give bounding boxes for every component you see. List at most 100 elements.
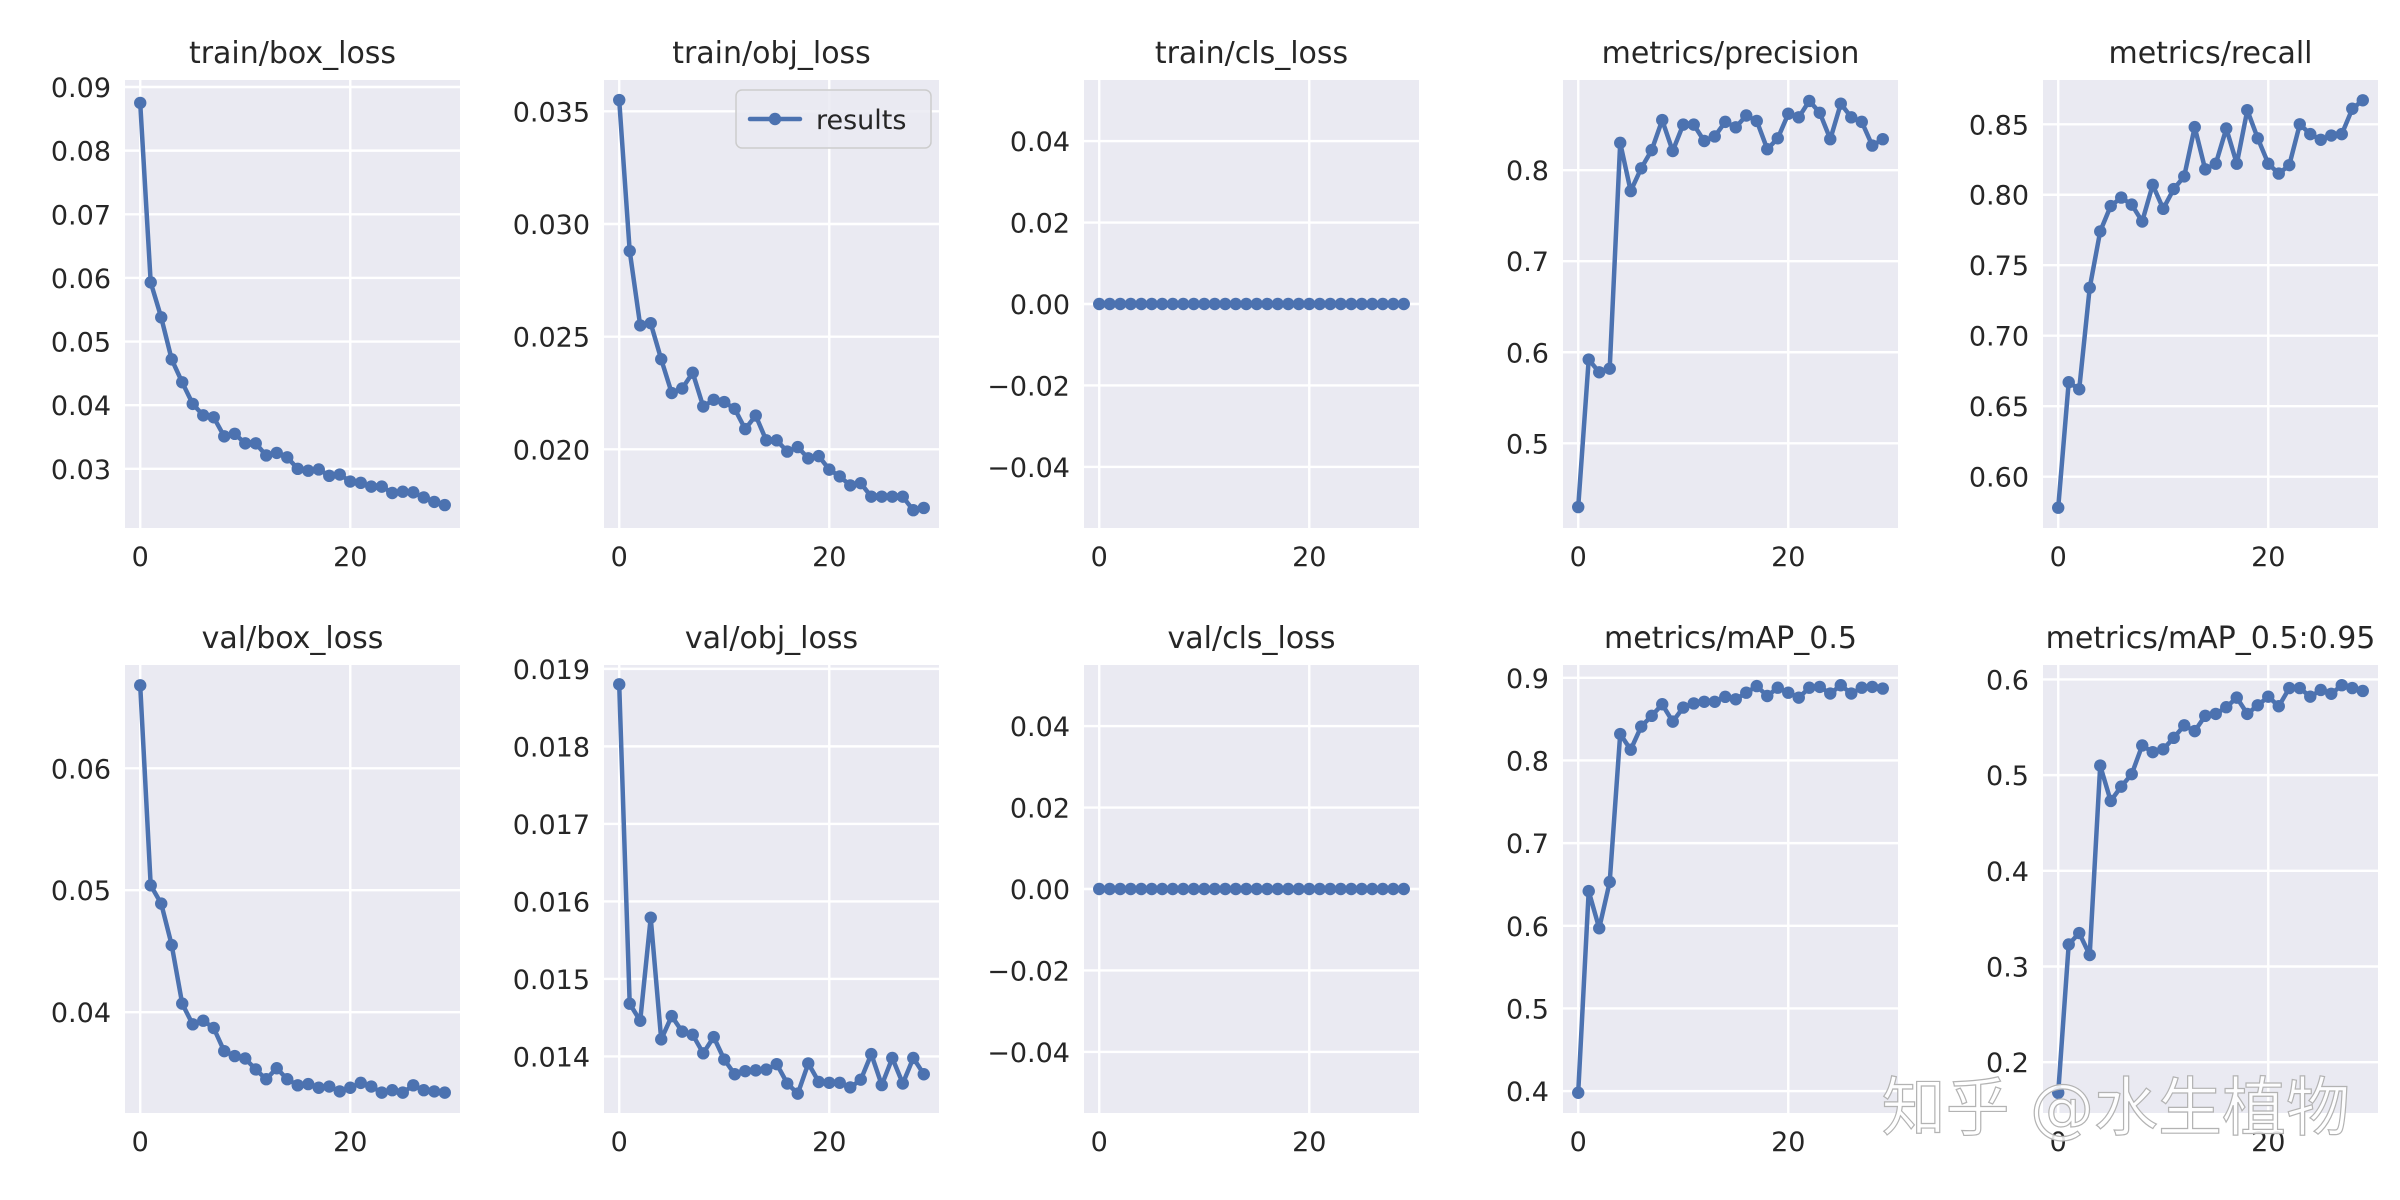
x-tick-label: 0: [1570, 1127, 1587, 1158]
subplot-metrics-map-0-5: 0 20 0.4 0.5 0.6 0.7 0.8 0.9 metrics/mAP_0.5: [1506, 621, 1898, 1158]
x-tick-label: 0: [132, 1127, 149, 1158]
data-point: [186, 1018, 199, 1031]
y-tick-label: −0.02: [987, 371, 1070, 402]
data-point: [812, 1075, 825, 1089]
data-point: [2178, 719, 2191, 732]
legend: results: [735, 89, 932, 149]
data-point: [1177, 297, 1190, 311]
data-point: [2314, 133, 2327, 146]
subplot-metrics-precision: 0 20 0.5 0.6 0.7 0.8 metrics/precision: [1506, 36, 1898, 573]
data-point: [760, 434, 773, 447]
data-point: [1771, 132, 1784, 145]
y-tick-label: −0.02: [987, 956, 1070, 987]
data-point: [1387, 882, 1400, 896]
data-point: [739, 1064, 752, 1078]
data-point: [833, 1076, 846, 1089]
data-point: [2083, 948, 2096, 962]
data-point: [613, 93, 626, 107]
data-point: [365, 480, 378, 493]
data-point: [1355, 882, 1368, 896]
data-point: [2167, 731, 2180, 745]
data-point: [1834, 679, 1847, 692]
subplot-title: val/cls_loss: [1168, 621, 1336, 656]
data-point: [2325, 129, 2338, 142]
data-point: [375, 480, 388, 493]
data-point: [1656, 698, 1669, 711]
data-point: [438, 1086, 451, 1099]
data-point: [312, 1081, 325, 1094]
data-point: [281, 451, 294, 464]
subplot-train-obj-loss: 0 20 0.020 0.025 0.030 0.035 train/obj_lossres…: [513, 36, 939, 573]
data-point: [1303, 882, 1316, 896]
data-point: [1166, 882, 1179, 896]
data-point: [1292, 297, 1305, 311]
y-tick-label: 0.00: [1010, 290, 1070, 321]
data-point: [854, 476, 867, 490]
subplot-title: train/cls_loss: [1155, 36, 1348, 71]
subplot-title: val/box_loss: [202, 621, 384, 656]
data-point: [344, 475, 357, 488]
data-point: [1572, 1086, 1585, 1099]
data-point: [2146, 745, 2159, 759]
data-point: [270, 1062, 283, 1075]
data-point: [155, 897, 168, 910]
data-point: [2104, 199, 2117, 213]
y-tick-label: 0.8: [1506, 746, 1549, 777]
data-point: [686, 366, 699, 379]
x-tick-label: 20: [1771, 542, 1805, 573]
data-point: [207, 1021, 220, 1035]
y-tick-label: 0.80: [1969, 181, 2029, 212]
data-point: [749, 409, 762, 422]
data-point: [1740, 686, 1753, 699]
data-point: [1282, 297, 1295, 311]
subplot-metrics-map-0-5-0-95: 0 20 0.2 0.3 0.4 0.5 0.6 metrics/mAP_0.5:0.95: [1986, 621, 2378, 1158]
data-point: [2220, 122, 2233, 135]
y-tick-label: 0.05: [51, 328, 111, 359]
data-point: [1876, 682, 1889, 695]
data-point: [718, 395, 731, 409]
data-point: [2083, 281, 2096, 294]
y-tick-label: 0.04: [51, 998, 111, 1029]
data-point: [2356, 684, 2369, 698]
data-point: [770, 1057, 783, 1071]
y-tick-label: 0.03: [51, 455, 111, 486]
data-point: [2136, 215, 2149, 228]
data-point: [2325, 687, 2338, 701]
y-tick-label: 0.04: [51, 391, 111, 422]
y-tick-label: 0.020: [513, 435, 590, 466]
data-point: [1208, 297, 1221, 311]
y-tick-label: 0.015: [513, 965, 590, 996]
data-point: [197, 1014, 210, 1027]
data-point: [1261, 297, 1274, 311]
data-point: [1708, 130, 1721, 143]
data-point: [176, 376, 189, 389]
data-point: [1771, 681, 1784, 694]
data-point: [1677, 118, 1690, 131]
subplot-title: metrics/recall: [2108, 36, 2312, 71]
data-point: [2094, 759, 2107, 772]
data-point: [812, 449, 825, 463]
data-point: [1198, 297, 1211, 311]
data-point: [1603, 362, 1616, 375]
data-point: [865, 1047, 878, 1061]
y-tick-label: 0.035: [513, 97, 590, 128]
data-point: [1740, 109, 1753, 122]
data-point: [697, 1047, 710, 1060]
data-point: [833, 470, 846, 483]
data-point: [1114, 882, 1127, 896]
y-tick-label: 0.75: [1969, 251, 2029, 282]
y-tick-label: 0.7: [1506, 829, 1549, 860]
data-point: [2052, 1086, 2065, 1100]
data-point: [2230, 157, 2243, 170]
data-point: [417, 491, 430, 504]
data-point: [2146, 178, 2159, 192]
y-tick-label: 0.85: [1969, 110, 2029, 141]
data-point: [802, 452, 815, 465]
data-point: [396, 1086, 409, 1099]
y-tick-label: 0.030: [513, 210, 590, 241]
data-point: [707, 393, 720, 406]
data-point: [917, 1068, 930, 1081]
data-point: [676, 1025, 689, 1038]
data-point: [2220, 700, 2233, 714]
data-point: [197, 409, 210, 422]
